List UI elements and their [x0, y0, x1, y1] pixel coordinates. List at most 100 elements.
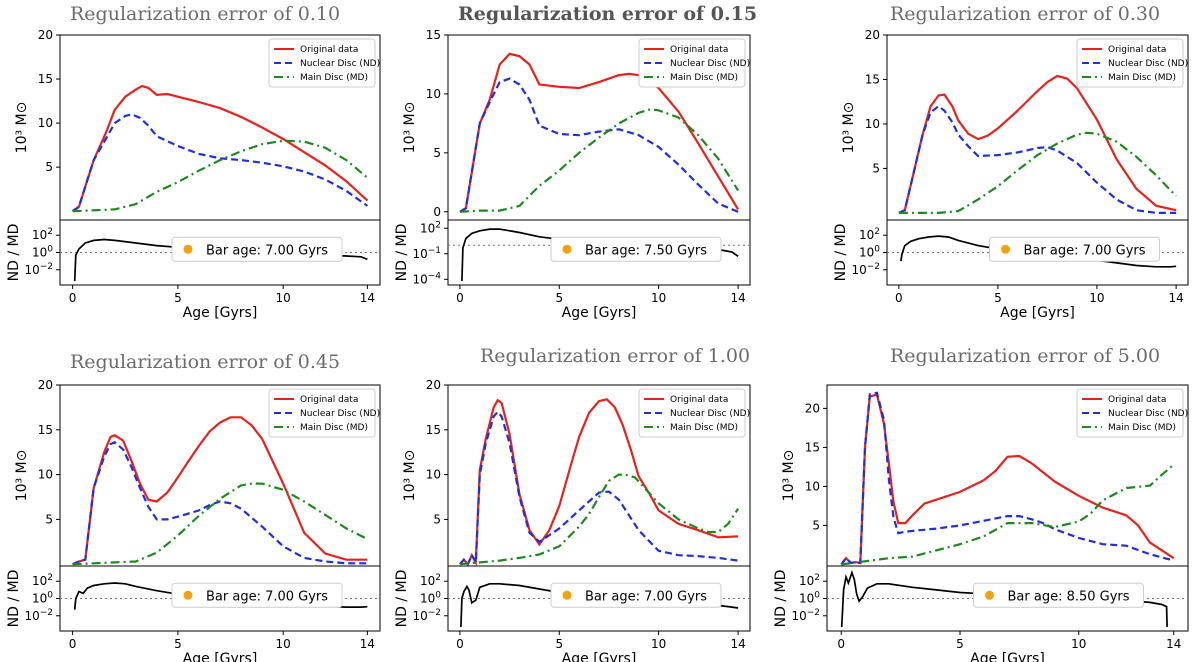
legend-label: Main Disc (MD) [1108, 423, 1176, 433]
x-tick-label: 14 [360, 637, 375, 651]
series-line-main-disc-md- [72, 482, 368, 566]
legend-box [268, 38, 376, 88]
series-line-main-disc-md- [898, 131, 1177, 214]
series-line-nuclear-disc-nd- [72, 441, 368, 566]
y-tick-label: 15 [38, 423, 53, 437]
y-axis-label: 10³ M⊙ [781, 450, 797, 502]
x-tick-label: 10 [651, 637, 666, 651]
bar-age-legend-marker [1001, 244, 1010, 254]
bar-age-legend-box [973, 582, 1144, 608]
legend-label: Main Disc (MD) [300, 423, 368, 433]
series-line-main-disc-md- [72, 139, 369, 213]
ratio-tick-label: 100 [32, 245, 53, 260]
x-tick-label: 14 [360, 291, 375, 305]
ratio-tick-label: 10−2 [851, 262, 880, 277]
ratio-tick-label: 10−2 [24, 262, 53, 277]
y-tick-label: 0 [433, 205, 441, 219]
x-axis-label: Age [Gyrs] [970, 651, 1045, 662]
x-tick-label: 5 [994, 291, 1002, 305]
ratio-axes-frame [447, 219, 751, 286]
y-tick-label: 10 [426, 87, 441, 101]
ratio-tick-label: 10−2 [412, 608, 441, 623]
y-tick-label: 20 [38, 378, 53, 392]
y-tick-label: 10 [38, 468, 53, 482]
legend-label: Nuclear Disc (ND) [300, 59, 380, 69]
y-tick-label: 5 [433, 146, 441, 160]
series-line-nuclear-disc-nd- [840, 391, 1175, 566]
legend-box [638, 388, 746, 438]
y-tick-label: 5 [433, 512, 441, 526]
x-tick-label: 0 [456, 637, 464, 651]
ratio-tick-label: 10−2 [24, 608, 53, 623]
y-tick-label: 15 [426, 423, 441, 437]
y-axis-label: 10³ M⊙ [841, 102, 857, 154]
legend-label: Original data [670, 395, 728, 405]
x-tick-label: 0 [456, 291, 464, 305]
ratio-tick-label: 102 [420, 220, 441, 235]
x-tick-label: 5 [956, 637, 964, 651]
x-tick-label: 10 [1089, 291, 1104, 305]
chart-title: Regularization error of 5.00 [890, 345, 1160, 367]
ratio-tick-label: 102 [32, 573, 53, 588]
y-axis-label: 10³ M⊙ [14, 102, 30, 154]
x-tick-label: 10 [276, 637, 291, 651]
y-tick-label: 15 [805, 440, 820, 454]
y-tick-label: 20 [865, 28, 880, 42]
x-tick-label: 5 [555, 637, 563, 651]
chart-panel-4: Regularization error of 0.45 5 10 15 20 10³ M… [6, 351, 381, 662]
ratio-axis-label: ND / MD [773, 570, 789, 628]
chart-panel-2: Regularization error of 0.15 0 5 10 15 10³ M⊙… [394, 3, 757, 321]
legend-label: Main Disc (MD) [1108, 73, 1176, 83]
y-tick-label: 15 [865, 72, 880, 86]
legend-box [1076, 388, 1184, 438]
ratio-axis-label: ND / MD [6, 570, 22, 628]
bar-age-legend-box [550, 236, 722, 262]
x-tick-label: 5 [555, 291, 563, 305]
series-line-original-data [72, 416, 368, 566]
y-tick-label: 15 [38, 72, 53, 86]
y-tick-label: 20 [426, 378, 441, 392]
series-line-nuclear-disc-nd- [459, 410, 739, 566]
chart-title: Regularization error of 0.10 [70, 3, 340, 25]
y-tick-label: 10 [865, 117, 880, 131]
series-line-main-disc-md- [841, 463, 1175, 566]
ratio-tick-label: 100 [420, 591, 441, 606]
bar-age-legend-box [550, 582, 722, 608]
x-tick-label: 10 [1071, 637, 1086, 651]
ratio-tick-label: 100 [32, 591, 53, 606]
legend-label: Main Disc (MD) [670, 423, 738, 433]
x-tick-label: 14 [1168, 291, 1183, 305]
ratio-axis-label: ND / MD [394, 224, 410, 282]
bar-age-legend-marker [985, 590, 994, 600]
bar-age-legend-label: Bar age: 7.00 Gyrs [1024, 243, 1146, 258]
bar-age-legend-label: Bar age: 8.50 Gyrs [1008, 589, 1130, 604]
x-axis-label: Age [Gyrs] [1000, 305, 1075, 321]
bar-age-legend-marker [562, 244, 572, 254]
legend-label: Nuclear Disc (ND) [1108, 59, 1188, 69]
x-tick-label: 14 [730, 637, 745, 651]
series-line-nuclear-disc-nd- [898, 104, 1177, 214]
bar-age-legend-marker [562, 590, 572, 600]
legend-label: Original data [300, 395, 358, 405]
legend-label: Nuclear Disc (ND) [1108, 409, 1188, 419]
ratio-tick-label: 100 [859, 245, 880, 260]
legend-label: Original data [1108, 395, 1166, 405]
x-axis-label: Age [Gyrs] [562, 651, 637, 662]
legend-label: Original data [300, 45, 358, 55]
x-tick-label: 5 [174, 637, 182, 651]
x-tick-label: 10 [651, 291, 666, 305]
x-tick-label: 5 [174, 291, 182, 305]
legend-box [1076, 38, 1184, 88]
legend-box [638, 38, 746, 88]
y-tick-label: 5 [45, 512, 53, 526]
x-axis-label: Age [Gyrs] [183, 651, 258, 662]
ratio-tick-label: 10−2 [791, 608, 820, 623]
series-line-nuclear-disc-nd- [71, 113, 369, 213]
legend-label: Original data [1108, 45, 1166, 55]
legend-label: Nuclear Disc (ND) [300, 409, 380, 419]
bar-age-legend-label: Bar age: 7.50 Gyrs [585, 243, 707, 258]
y-axis-label: 10³ M⊙ [402, 450, 418, 502]
legend-label: Original data [670, 45, 728, 55]
chart-title: Regularization error of 1.00 [480, 345, 750, 367]
